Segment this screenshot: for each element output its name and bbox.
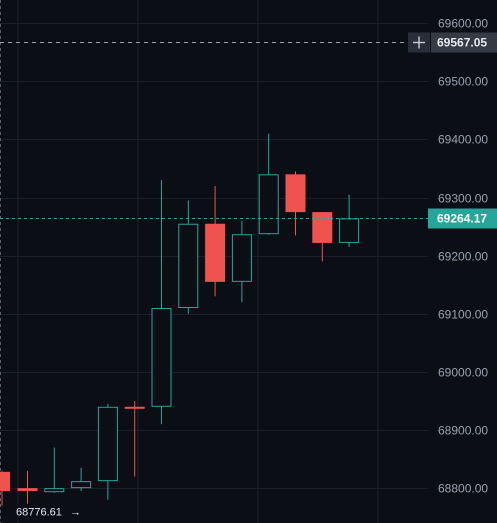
crosshair-price-label: 69567.05	[437, 36, 487, 50]
y-tick-label: 69100.00	[438, 308, 488, 322]
grid-layer	[0, 0, 428, 523]
y-tick-label: 69000.00	[438, 366, 488, 380]
y-tick-label: 69300.00	[438, 192, 488, 206]
candle-body-3[interactable]	[71, 481, 92, 489]
last-price-badge	[428, 208, 497, 229]
y-tick-label: 69600.00	[438, 17, 488, 31]
y-tick-label: 69500.00	[438, 75, 488, 89]
candle-body-1[interactable]	[17, 488, 38, 492]
y-tick-label: 69200.00	[438, 250, 488, 264]
low-price-label: 68776.61	[16, 507, 62, 519]
candle-body-12[interactable]	[312, 212, 333, 243]
candle-body-11[interactable]	[285, 174, 306, 213]
candles-layer	[0, 133, 360, 506]
y-tick-label: 68800.00	[438, 482, 488, 496]
crosshair-price-badge	[431, 32, 497, 53]
candle-body-8[interactable]	[205, 223, 226, 282]
candle-body-7[interactable]	[178, 223, 199, 308]
overlay-layer: 69567.05 69264.17 68776.61 →	[0, 32, 497, 520]
candle-body-2[interactable]	[44, 488, 65, 493]
candle-body-4[interactable]	[97, 406, 118, 482]
candle-body-5[interactable]	[124, 406, 145, 409]
candle-body-left-edge	[0, 471, 10, 492]
y-tick-label: 69400.00	[438, 133, 488, 147]
y-tick-label: 68900.00	[438, 424, 488, 438]
candle-body-6[interactable]	[151, 307, 172, 407]
low-marker-background	[14, 503, 84, 520]
low-price-arrow-icon: →	[70, 507, 81, 519]
candle-body-9[interactable]	[231, 234, 252, 282]
last-price-label: 69264.17	[437, 212, 487, 226]
candle-body-10[interactable]	[258, 174, 279, 235]
price-axis[interactable]: 69600.00 69500.00 69400.00 69300.00 69200.00…	[438, 17, 488, 496]
candle-body-13[interactable]	[339, 218, 360, 243]
crosshair-plus-icon[interactable]	[408, 32, 430, 53]
